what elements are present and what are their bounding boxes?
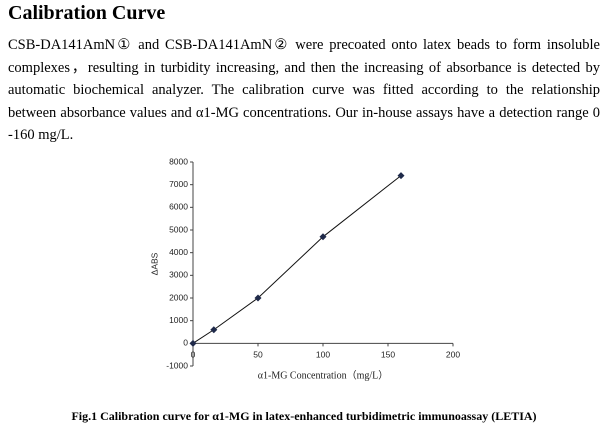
x-axis-label: α1-MG Concentration（mg/L） — [258, 369, 389, 381]
title: Calibration Curve — [8, 2, 166, 24]
y-tick-label: 2000 — [169, 292, 188, 302]
y-tick-label: 3000 — [169, 270, 188, 280]
y-axis-label: ΔABS — [149, 252, 159, 275]
x-tick-label: 0 — [191, 350, 196, 360]
y-tick-label: 5000 — [169, 224, 188, 234]
y-tick-label: -1000 — [166, 360, 188, 370]
y-tick-label: 1000 — [169, 315, 188, 325]
y-tick-label: 6000 — [169, 202, 188, 212]
x-tick-label: 50 — [253, 350, 263, 360]
x-tick-label: 200 — [446, 350, 460, 360]
y-tick-label: 0 — [183, 338, 188, 348]
y-tick-label: 7000 — [169, 179, 188, 189]
x-tick-label: 150 — [381, 350, 395, 360]
fit-line — [192, 175, 402, 344]
data-point — [210, 326, 218, 334]
chart: ΔABS α1-MG Concentration（mg/L） -10000100… — [149, 156, 460, 381]
caption: Fig.1 Calibration curve for α1-MG in lat… — [71, 409, 537, 423]
paragraph: CSB-DA141AmN① and CSB-DA141AmN② were pre… — [8, 37, 600, 143]
y-tick-label: 4000 — [169, 247, 188, 257]
data-point — [189, 339, 197, 347]
data-point — [319, 233, 327, 241]
x-tick-label: 100 — [316, 350, 330, 360]
data-point — [254, 294, 262, 302]
data-point — [397, 172, 405, 180]
y-tick-label: 8000 — [169, 156, 188, 166]
